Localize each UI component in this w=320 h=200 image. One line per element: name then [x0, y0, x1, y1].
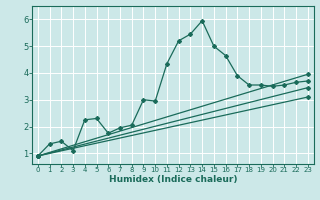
- X-axis label: Humidex (Indice chaleur): Humidex (Indice chaleur): [108, 175, 237, 184]
